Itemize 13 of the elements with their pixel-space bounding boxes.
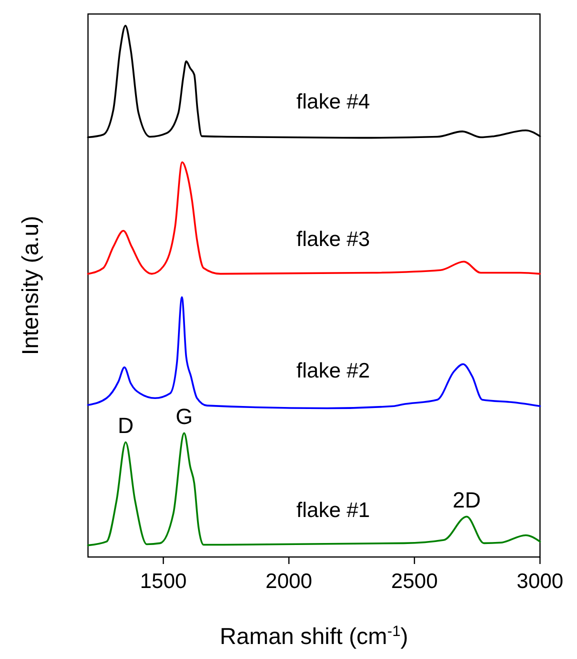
annotation: D (118, 413, 134, 438)
series-label: flake #1 (296, 498, 370, 522)
series-label: flake #2 (296, 360, 370, 383)
x-tick-label: 2000 (266, 570, 312, 593)
x-tick-label: 2500 (391, 570, 438, 593)
series-label: flake #3 (296, 228, 370, 251)
annotation: 2D (452, 488, 481, 513)
x-tick-label: 1500 (140, 570, 187, 593)
series-label: flake #4 (296, 90, 370, 114)
y-axis-title: Intensity (a.u) (17, 216, 43, 356)
annotation: G (176, 404, 193, 430)
x-axis-title: Raman shift (cm$^{-1}$) (220, 622, 408, 649)
x-tick-label: 3000 (516, 570, 564, 593)
